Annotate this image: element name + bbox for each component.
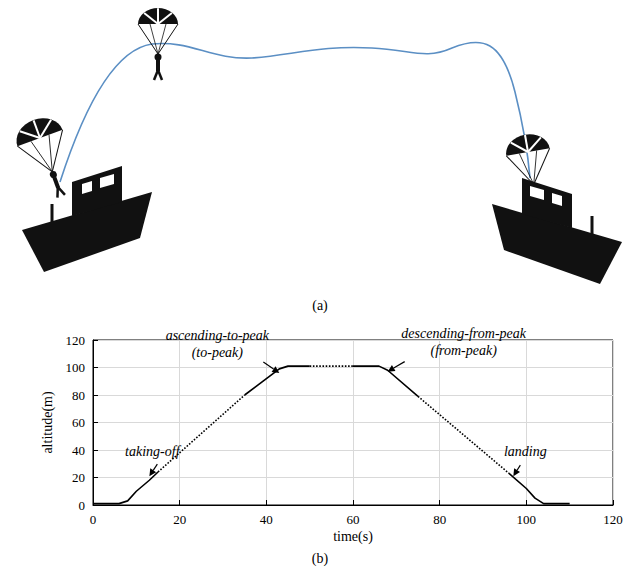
svg-text:descending-from-peak: descending-from-peak [401,326,526,341]
svg-text:100: 100 [517,512,537,527]
svg-text:120: 120 [66,333,86,348]
svg-text:landing: landing [504,444,547,459]
svg-text:20: 20 [72,470,85,485]
svg-text:0: 0 [79,498,86,513]
svg-text:80: 80 [433,512,446,527]
svg-text:taking-off: taking-off [125,444,182,459]
svg-text:(b): (b) [312,551,329,567]
svg-text:0: 0 [90,512,97,527]
svg-text:40: 40 [72,443,85,458]
svg-text:altitude(m): altitude(m) [40,391,56,454]
svg-text:time(s): time(s) [333,529,373,545]
svg-text:(from-peak): (from-peak) [430,343,497,359]
svg-text:120: 120 [603,512,623,527]
svg-text:80: 80 [72,388,85,403]
svg-text:60: 60 [72,415,85,430]
svg-text:40: 40 [260,512,273,527]
svg-text:100: 100 [66,360,86,375]
svg-text:(a): (a) [312,298,328,314]
svg-text:20: 20 [173,512,186,527]
svg-text:ascending-to-peak: ascending-to-peak [166,328,270,343]
svg-text:(to-peak): (to-peak) [192,345,244,361]
svg-text:60: 60 [347,512,360,527]
